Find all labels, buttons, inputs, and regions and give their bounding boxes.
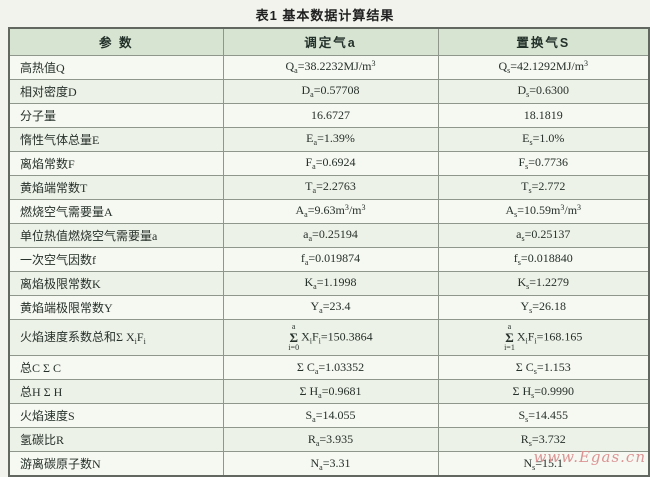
gas-a-value-cell: Ea=1.39% — [222, 126, 439, 152]
parameter-cell: 黄焰端极限常数Y — [8, 294, 224, 320]
gas-a-value-cell: Aa=9.63m3/m3 — [222, 198, 439, 224]
gas-s-value-cell: as=0.25137 — [437, 222, 650, 248]
header-parameter: 参 数 — [8, 27, 224, 56]
parameter-cell: 离焰极限常数K — [8, 270, 224, 296]
parameter-cell: 氢碳比R — [8, 427, 224, 453]
gas-s-value-cell: fs=0.018840 — [437, 246, 650, 272]
gas-s-value-cell: Ts=2.772 — [437, 174, 650, 200]
gas-a-value-cell: Ya=23.4 — [222, 294, 439, 320]
gas-a-value-cell: Sa=14.055 — [222, 403, 439, 429]
gas-a-value-cell: Fa=0.6924 — [222, 150, 439, 176]
table-row: 火焰速度S Sa=14.055 Ss=14.455 — [8, 403, 650, 429]
header-gas-s: 置换气S — [437, 27, 650, 56]
gas-s-value-cell: Ss=14.455 — [437, 403, 650, 429]
table-row: 氢碳比R Ra=3.935 Rs=3.732 — [8, 427, 650, 453]
gas-a-value-cell: aa=0.25194 — [222, 222, 439, 248]
table-row: 黄焰端极限常数Y Ya=23.4 Ys=26.18 — [8, 294, 650, 320]
gas-a-value-cell: Na=3.31 — [222, 451, 439, 477]
header-gas-a: 调定气a — [222, 27, 439, 56]
table-header-row: 参 数 调定气a 置换气S — [8, 27, 650, 56]
table-row: 燃烧空气需要量A Aa=9.63m3/m3 As=10.59m3/m3 — [8, 198, 650, 224]
gas-s-value-cell: Σ Cs=1.153 — [437, 355, 650, 381]
table-title: 表1 基本数据计算结果 — [255, 8, 395, 23]
parameter-cell: 燃烧空气需要量A — [8, 198, 224, 224]
gas-s-value-cell: Ks=1.2279 — [437, 270, 650, 296]
gas-s-value-cell: Ys=26.18 — [437, 294, 650, 320]
parameter-cell: 总H Σ H — [8, 379, 224, 405]
gas-s-value-cell: Qs=42.1292MJ/m3 — [437, 54, 650, 80]
parameter-cell: 惰性气体总量E — [8, 126, 224, 152]
table-row: 离焰极限常数K Ka=1.1998 Ks=1.2279 — [8, 270, 650, 296]
parameter-cell: 黄焰端常数T — [8, 174, 224, 200]
table-row: 黄焰端常数T Ta=2.2763 Ts=2.772 — [8, 174, 650, 200]
parameter-cell: 相对密度D — [8, 78, 224, 104]
parameter-cell: 分子量 — [8, 102, 224, 128]
parameter-cell: 火焰速度系数总和Σ XiFi — [8, 318, 224, 357]
gas-s-value-cell: Σ Hs=0.9990 — [437, 379, 650, 405]
table-row: 一次空气因数f fa=0.019874 fs=0.018840 — [8, 246, 650, 272]
gas-s-value-cell: Ds=0.6300 — [437, 78, 650, 104]
gas-s-value-cell: Es=1.0% — [437, 126, 650, 152]
table-row: 惰性气体总量E Ea=1.39% Es=1.0% — [8, 126, 650, 152]
parameter-cell: 单位热值燃烧空气需要量a — [8, 222, 224, 248]
table-row: 游离碳原子数N Na=3.31 Ns=15.1 — [8, 451, 650, 477]
gas-a-value-cell: Ta=2.2763 — [222, 174, 439, 200]
parameter-cell: 一次空气因数f — [8, 246, 224, 272]
parameter-cell: 总C Σ C — [8, 355, 224, 381]
gas-a-value-cell: Ra=3.935 — [222, 427, 439, 453]
gas-a-value-cell: Σ Ca=1.03352 — [222, 355, 439, 381]
parameter-cell: 游离碳原子数N — [8, 451, 224, 477]
gas-a-value-cell: Σ Ha=0.9681 — [222, 379, 439, 405]
gas-s-value-cell: Fs=0.7736 — [437, 150, 650, 176]
basic-data-table: 参 数 调定气a 置换气S 高热值Q Qa=38.2232MJ/m3 Qs=42.1… — [8, 27, 650, 477]
gas-a-value-cell: 16.6727 — [222, 102, 439, 128]
parameter-cell: 火焰速度S — [8, 403, 224, 429]
table-row: 分子量 16.6727 18.1819 — [8, 102, 650, 128]
parameter-cell: 高热值Q — [8, 54, 224, 80]
table-row: 高热值Q Qa=38.2232MJ/m3 Qs=42.1292MJ/m3 — [8, 54, 650, 80]
gas-a-value-cell: fa=0.019874 — [222, 246, 439, 272]
gas-s-value-cell: 18.1819 — [437, 102, 650, 128]
parameter-cell: 离焰常数F — [8, 150, 224, 176]
gas-a-value-cell: Qa=38.2232MJ/m3 — [222, 54, 439, 80]
table-row: 离焰常数F Fa=0.6924 Fs=0.7736 — [8, 150, 650, 176]
table-row: 单位热值燃烧空气需要量a aa=0.25194 as=0.25137 — [8, 222, 650, 248]
table-body: 高热值Q Qa=38.2232MJ/m3 Qs=42.1292MJ/m3 相对密度D D… — [8, 54, 650, 477]
gas-s-value-cell: As=10.59m3/m3 — [437, 198, 650, 224]
gas-a-value-cell: Ka=1.1998 — [222, 270, 439, 296]
gas-s-value-cell: Ns=15.1 — [437, 451, 650, 477]
table-row: 相对密度D Da=0.57708 Ds=0.6300 — [8, 78, 650, 104]
gas-s-value-cell: Rs=3.732 — [437, 427, 650, 453]
gas-a-value-cell: Da=0.57708 — [222, 78, 439, 104]
